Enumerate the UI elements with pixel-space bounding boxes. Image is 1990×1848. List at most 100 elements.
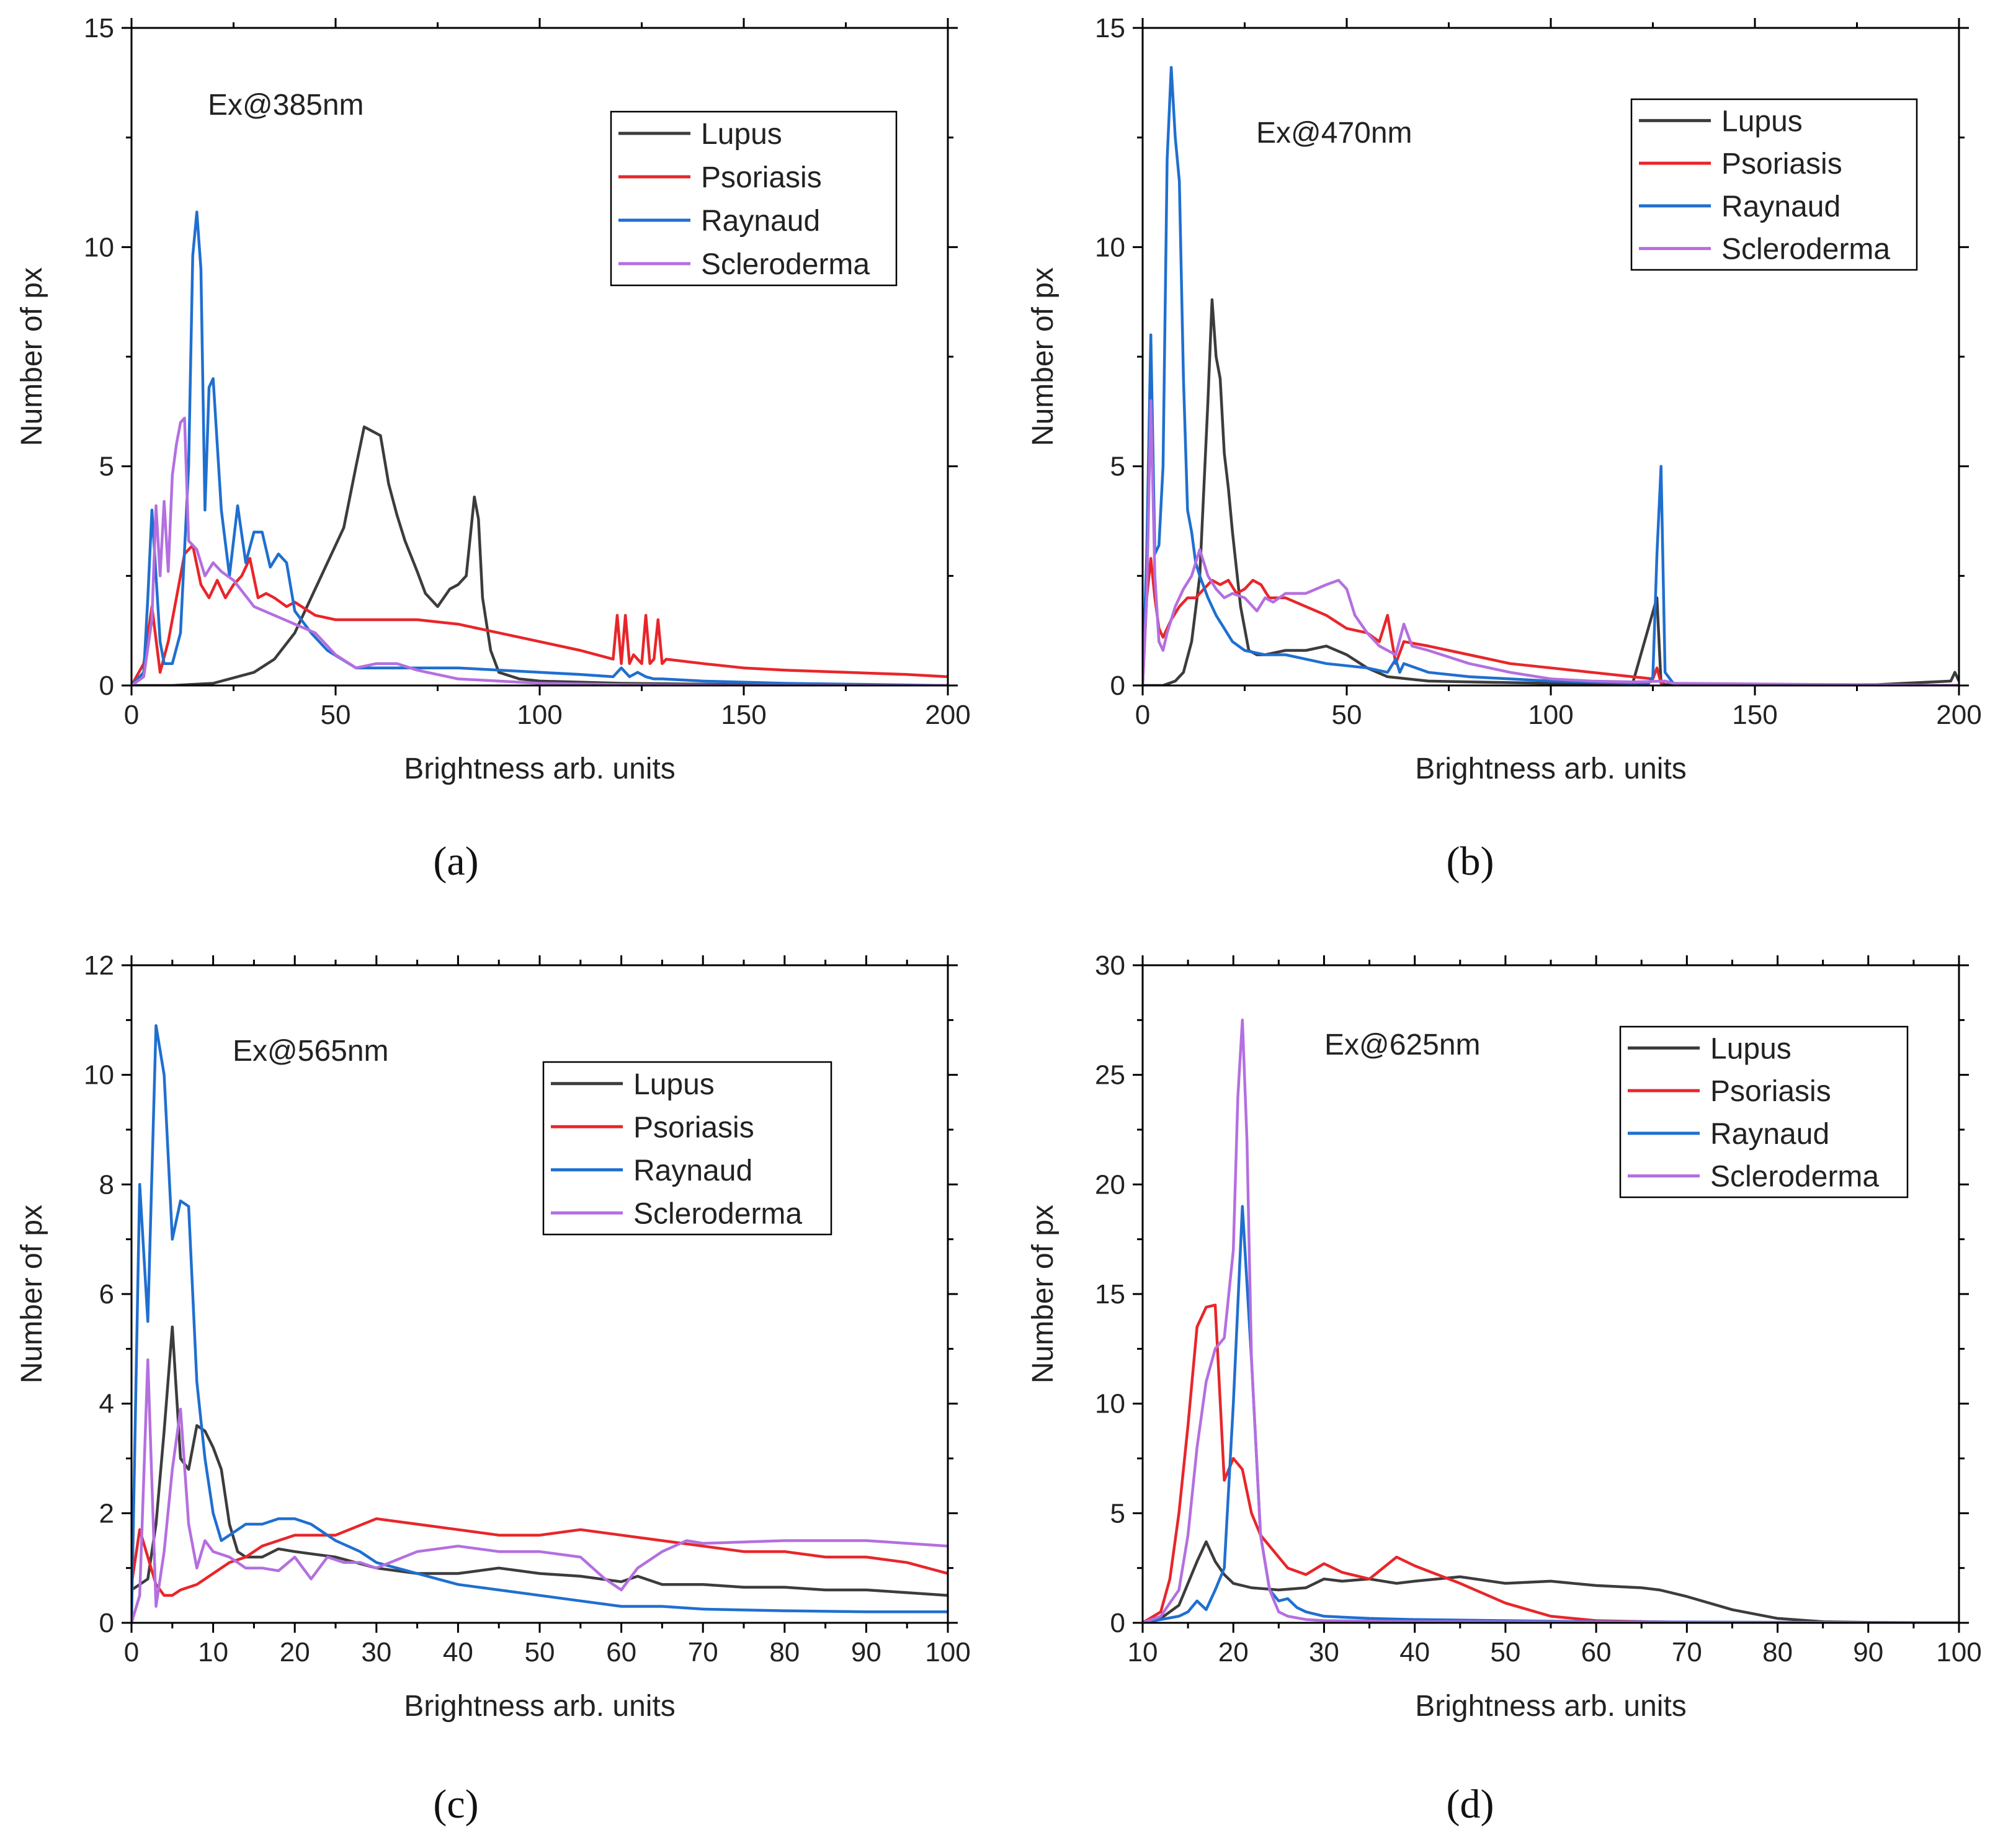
panel-label: (c) (433, 1782, 478, 1827)
legend-label-psoriasis: Psoriasis (1710, 1075, 1831, 1108)
y-tick-label: 5 (1110, 452, 1125, 482)
legend-label-raynaud: Raynaud (701, 205, 820, 238)
x-tick-label: 150 (1732, 700, 1777, 730)
x-tick-label: 100 (925, 1637, 970, 1667)
series-group (132, 210, 948, 685)
series-line-psoriasis (132, 543, 948, 685)
legend: Lupus Psoriasis Raynaud Scleroderma (610, 110, 898, 287)
x-axis-label: Brightness arb. units (1415, 752, 1687, 785)
x-tick-label: 100 (517, 700, 562, 730)
series-line-scleroderma (1143, 1019, 1959, 1623)
chart-panel-2: 0 50 100 150 200 0 5 10 15 Brightness arb. units N… (1027, 13, 1982, 884)
series-line-psoriasis (132, 1517, 948, 1597)
legend-label-psoriasis: Psoriasis (701, 161, 822, 194)
x-tick-label: 30 (1309, 1637, 1339, 1667)
x-tick-label: 50 (525, 1637, 555, 1667)
x-tick-label: 50 (1332, 700, 1362, 730)
x-tick-label: 80 (1762, 1637, 1793, 1667)
x-tick-label: 50 (321, 700, 351, 730)
x-tick-label: 10 (198, 1637, 228, 1667)
series-line-raynaud (132, 1024, 948, 1623)
x-tick-label: 200 (1936, 700, 1981, 730)
y-tick-label: 5 (1110, 1498, 1125, 1529)
series-group (1143, 66, 1959, 685)
x-tick-label: 70 (1672, 1637, 1702, 1667)
y-tick-label: 12 (84, 950, 114, 981)
panel-label: (d) (1447, 1782, 1494, 1827)
excitation-annotation: Ex@470nm (1256, 117, 1412, 150)
x-tick-label: 60 (606, 1637, 636, 1667)
legend-label-scleroderma: Scleroderma (701, 248, 870, 281)
y-tick-label: 30 (1095, 950, 1125, 981)
y-tick-label: 10 (1095, 232, 1125, 262)
y-axis-label: Number of px (16, 1205, 48, 1383)
series-line-lupus (132, 425, 948, 685)
y-tick-label: 0 (99, 671, 114, 701)
legend-label-raynaud: Raynaud (633, 1154, 752, 1187)
x-tick-label: 50 (1490, 1637, 1520, 1667)
y-tick-label: 4 (99, 1389, 114, 1419)
legend-label-raynaud: Raynaud (1710, 1118, 1829, 1151)
legend-label-psoriasis: Psoriasis (633, 1111, 754, 1144)
y-tick-label: 0 (1110, 1608, 1125, 1638)
x-tick-label: 10 (1128, 1637, 1158, 1667)
y-tick-label: 2 (99, 1498, 114, 1529)
x-tick-label: 150 (721, 700, 766, 730)
y-tick-label: 0 (99, 1608, 114, 1638)
y-tick-label: 10 (84, 232, 114, 262)
series-line-psoriasis (1143, 1303, 1959, 1623)
legend-box (1630, 98, 1918, 271)
x-tick-label: 20 (280, 1637, 310, 1667)
legend-box (1619, 1025, 1909, 1199)
y-tick-label: 8 (99, 1169, 114, 1200)
x-axis-label: Brightness arb. units (404, 752, 676, 785)
y-tick-label: 15 (1095, 13, 1125, 43)
series-line-lupus (1143, 298, 1959, 685)
series-line-scleroderma (132, 416, 948, 685)
x-tick-label: 40 (443, 1637, 473, 1667)
x-tick-label: 0 (124, 700, 139, 730)
legend-label-lupus: Lupus (701, 118, 782, 151)
legend-label-raynaud: Raynaud (1721, 190, 1841, 223)
legend-label-scleroderma: Scleroderma (1710, 1161, 1879, 1194)
x-axis-label: Brightness arb. units (1415, 1690, 1687, 1723)
legend-box (542, 1061, 832, 1236)
y-tick-label: 15 (84, 13, 114, 43)
y-tick-label: 0 (1110, 671, 1125, 701)
y-tick-label: 10 (1095, 1389, 1125, 1419)
series-line-scleroderma (132, 1358, 948, 1623)
x-tick-label: 100 (1528, 700, 1573, 730)
series-line-raynaud (1143, 66, 1959, 685)
panel-label: (b) (1447, 839, 1494, 884)
y-tick-label: 20 (1095, 1169, 1125, 1200)
excitation-annotation: Ex@385nm (208, 89, 364, 122)
panel-label: (a) (433, 839, 478, 884)
legend-label-lupus: Lupus (633, 1068, 715, 1101)
x-tick-label: 20 (1218, 1637, 1249, 1667)
excitation-annotation: Ex@565nm (233, 1035, 389, 1068)
x-tick-label: 70 (688, 1637, 718, 1667)
y-tick-label: 5 (99, 452, 114, 482)
legend-label-scleroderma: Scleroderma (1721, 233, 1890, 266)
legend-label-lupus: Lupus (1721, 105, 1803, 138)
series-group (132, 1024, 948, 1623)
chart-panel-1: 0 50 100 150 200 0 5 10 15 Brightness arb. units N… (16, 13, 971, 884)
legend-label-lupus: Lupus (1710, 1032, 1791, 1065)
x-tick-label: 100 (1936, 1637, 1981, 1667)
excitation-annotation: Ex@625nm (1324, 1029, 1481, 1061)
series-group (1143, 1019, 1959, 1623)
x-tick-label: 40 (1399, 1637, 1430, 1667)
x-tick-label: 0 (124, 1637, 139, 1667)
x-tick-label: 60 (1581, 1637, 1612, 1667)
y-tick-label: 25 (1095, 1060, 1125, 1091)
chart-panel-3: 0 10 20 30 40 50 60 70 80 90 100 0 2 4 6 8 10 12 Brightnes… (16, 950, 971, 1827)
series-line-raynaud (132, 210, 948, 685)
x-axis-label: Brightness arb. units (404, 1690, 676, 1723)
x-tick-label: 0 (1135, 700, 1150, 730)
x-tick-label: 80 (769, 1637, 800, 1667)
series-line-psoriasis (1143, 556, 1959, 685)
x-tick-label: 30 (361, 1637, 391, 1667)
legend: Lupus Psoriasis Raynaud Scleroderma (1619, 1025, 1909, 1199)
series-line-lupus (132, 1325, 948, 1597)
